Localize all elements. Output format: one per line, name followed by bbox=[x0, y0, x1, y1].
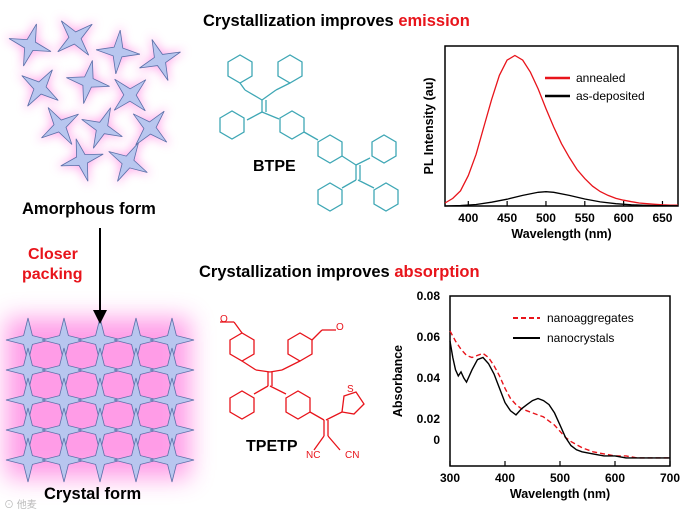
amorphous-star bbox=[41, 107, 79, 145]
crystal-label: Crystal form bbox=[44, 485, 142, 503]
pl-series-annealed bbox=[444, 54, 679, 206]
amorphous-star bbox=[8, 23, 52, 67]
emission-title: Crystallization improves emission bbox=[203, 12, 470, 30]
amorphous-star bbox=[95, 29, 141, 75]
crystal-lattice bbox=[5, 317, 195, 483]
abs-series-nanoaggregates bbox=[449, 330, 670, 459]
abs-y-tick-label: 0.04 bbox=[417, 371, 441, 385]
amorphous-star bbox=[60, 138, 104, 182]
pl-x-tick-label: 400 bbox=[458, 211, 478, 225]
abs-y-tick-label: 0.02 bbox=[417, 412, 441, 426]
pl-legend-label: annealed bbox=[576, 71, 625, 85]
cn-group: CN bbox=[345, 450, 360, 461]
btpe-label: BTPE bbox=[253, 158, 296, 175]
closer-label: Closer bbox=[28, 246, 78, 263]
pl-legend-label: as-deposited bbox=[576, 89, 645, 103]
amorphous-star bbox=[108, 142, 148, 182]
pl-x-tick-label: 450 bbox=[497, 211, 517, 225]
amorphous-star bbox=[57, 20, 93, 56]
pl-x-tick-label: 600 bbox=[614, 211, 634, 225]
amorphous-star bbox=[113, 78, 147, 112]
crystal-star bbox=[5, 437, 51, 483]
pl-x-axis-title: Wavelength (nm) bbox=[511, 227, 611, 241]
absorption-title: Crystallization improves absorption bbox=[199, 263, 480, 281]
sulfur-atom: S bbox=[347, 384, 354, 395]
abs-y-axis-title: Absorbance bbox=[391, 345, 405, 417]
tpetp-label: TPETP bbox=[246, 438, 298, 455]
pl-y-axis-title: PL Intensity (au) bbox=[422, 77, 436, 174]
abs-legend-label: nanoaggregates bbox=[547, 311, 634, 325]
crystal-star bbox=[41, 437, 87, 483]
amorphous-cluster bbox=[4, 16, 186, 186]
pl-x-tick-label: 650 bbox=[652, 211, 672, 225]
abs-y-tick-label: 0 bbox=[433, 433, 440, 447]
packing-label: packing bbox=[22, 266, 83, 283]
pl-plot-frame bbox=[444, 45, 679, 207]
pl-x-tick-label: 500 bbox=[536, 211, 556, 225]
amorphous-star bbox=[132, 110, 168, 146]
crystal-star bbox=[149, 437, 195, 483]
abs-x-tick-label: 600 bbox=[605, 471, 625, 485]
abs-x-tick-label: 500 bbox=[550, 471, 570, 485]
nc-group: NC bbox=[306, 450, 321, 461]
amorphous-star bbox=[139, 39, 181, 81]
abs-series-nanocrystals bbox=[449, 340, 670, 459]
packing-arrow-head bbox=[93, 310, 107, 324]
amorphous-star bbox=[21, 69, 59, 107]
amorphous-star bbox=[66, 60, 110, 104]
abs-x-tick-label: 400 bbox=[495, 471, 515, 485]
watermark: ⊙ 他麦 bbox=[4, 500, 37, 511]
abs-legend-label: nanocrystals bbox=[547, 331, 614, 345]
abs-y-tick-label: 0.08 bbox=[417, 289, 441, 303]
pl-x-tick-label: 550 bbox=[575, 211, 595, 225]
abs-x-tick-label: 300 bbox=[440, 471, 460, 485]
abs-x-tick-label: 700 bbox=[660, 471, 680, 485]
crystal-star bbox=[113, 437, 159, 483]
crystal-star bbox=[77, 437, 123, 483]
amorphous-star bbox=[81, 107, 123, 149]
amorphous-label: Amorphous form bbox=[22, 200, 156, 218]
abs-x-axis-title: Wavelength (nm) bbox=[510, 487, 610, 501]
abs-y-tick-label: 0.06 bbox=[417, 330, 441, 344]
pl-series-as-deposited bbox=[444, 191, 679, 207]
